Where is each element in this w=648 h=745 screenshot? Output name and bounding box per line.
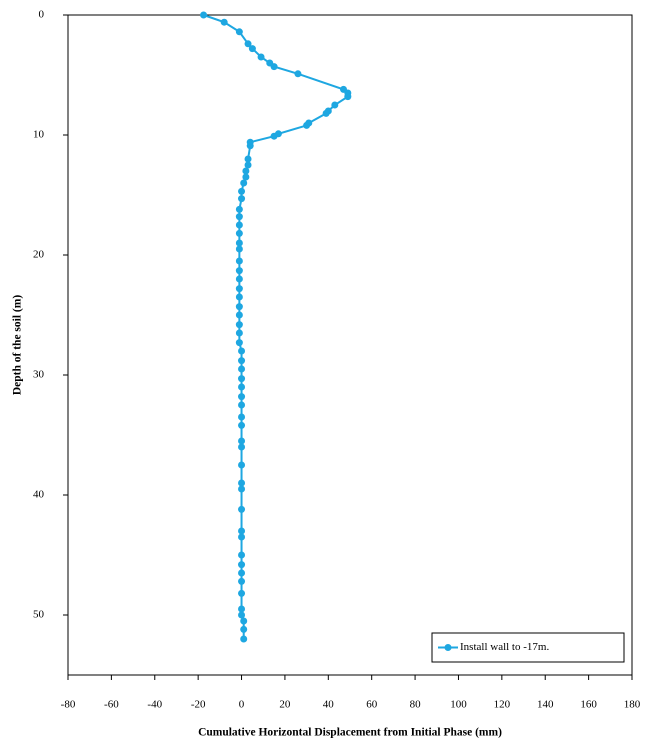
data-point <box>244 155 252 163</box>
data-point <box>294 70 302 78</box>
data-point <box>238 421 246 429</box>
data-point <box>238 393 246 401</box>
data-point <box>238 347 246 355</box>
data-point <box>238 561 246 569</box>
data-point <box>238 383 246 391</box>
data-point <box>244 40 252 48</box>
data-point <box>235 239 243 247</box>
data-point <box>238 533 246 541</box>
x-tick-label: -60 <box>104 699 119 711</box>
data-point <box>235 205 243 213</box>
data-point <box>238 413 246 421</box>
data-point <box>235 329 243 337</box>
x-tick-label: 0 <box>239 699 245 711</box>
data-point <box>200 11 208 19</box>
x-tick-label: 140 <box>537 699 554 711</box>
data-point <box>235 213 243 221</box>
data-point <box>238 479 246 487</box>
data-point <box>270 132 278 140</box>
data-point <box>235 303 243 311</box>
data-point <box>235 257 243 265</box>
data-point <box>344 93 352 101</box>
y-tick-label: 40 <box>33 489 45 501</box>
data-point <box>238 577 246 585</box>
data-point <box>248 45 256 53</box>
data-point <box>238 437 246 445</box>
data-point <box>238 611 246 619</box>
data-point <box>240 635 248 643</box>
y-tick-label: 30 <box>33 369 45 381</box>
data-point <box>238 485 246 493</box>
data-point <box>238 589 246 597</box>
x-tick-label: 180 <box>624 699 641 711</box>
x-tick-label: 20 <box>279 699 291 711</box>
data-point <box>238 605 246 613</box>
x-tick-label: 120 <box>494 699 511 711</box>
x-tick-label: 40 <box>323 699 335 711</box>
data-point <box>240 617 248 625</box>
legend-label: Install wall to -17m. <box>460 641 549 653</box>
data-point <box>322 109 330 117</box>
data-point <box>238 195 246 203</box>
y-tick-label: 10 <box>33 129 45 141</box>
data-point <box>240 179 248 187</box>
y-axis-title: Depth of the soil (m) <box>12 295 24 395</box>
x-tick-label: -40 <box>147 699 162 711</box>
data-point <box>235 221 243 229</box>
data-point <box>257 53 265 61</box>
data-point <box>235 275 243 283</box>
legend-box <box>431 632 625 663</box>
data-point <box>220 18 228 26</box>
y-tick-label: 0 <box>39 9 45 21</box>
data-point <box>244 161 252 169</box>
data-point <box>238 357 246 365</box>
data-point <box>238 401 246 409</box>
x-tick-label: -80 <box>61 699 76 711</box>
data-point <box>246 142 254 150</box>
data-point <box>238 551 246 559</box>
data-point <box>270 63 278 71</box>
data-point <box>240 625 248 633</box>
data-point <box>235 285 243 293</box>
data-point <box>238 505 246 513</box>
y-tick-label: 20 <box>33 249 45 261</box>
y-tick-label: 50 <box>33 609 45 621</box>
x-tick-label: 160 <box>580 699 597 711</box>
x-tick-label: 100 <box>450 699 467 711</box>
data-point <box>238 461 246 469</box>
x-tick-label: 80 <box>410 699 422 711</box>
data-point <box>238 375 246 383</box>
legend-marker <box>444 644 452 651</box>
data-point <box>235 267 243 275</box>
data-point <box>238 187 246 195</box>
x-tick-label: 60 <box>366 699 378 711</box>
x-axis-title: Cumulative Horizontal Displacement from … <box>198 727 502 739</box>
data-point <box>331 101 339 109</box>
data-point <box>235 229 243 237</box>
data-point <box>238 569 246 577</box>
data-point <box>242 167 250 175</box>
data-point <box>235 245 243 253</box>
data-point <box>235 293 243 301</box>
plot-frame <box>67 14 633 676</box>
data-point <box>238 365 246 373</box>
data-point <box>235 28 243 36</box>
data-point <box>235 311 243 319</box>
data-point <box>242 173 250 181</box>
data-point <box>235 321 243 329</box>
data-point <box>235 339 243 347</box>
data-point <box>238 527 246 535</box>
data-point <box>303 121 311 129</box>
data-point <box>238 443 246 451</box>
x-tick-label: -20 <box>191 699 206 711</box>
